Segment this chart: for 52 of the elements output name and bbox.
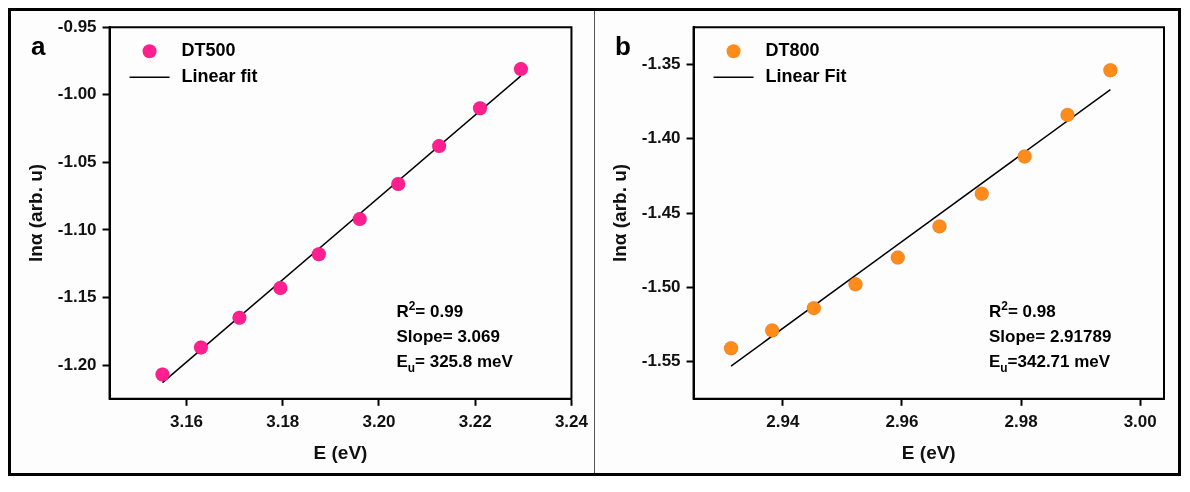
annotation: Slope= 3.069	[396, 326, 500, 346]
x-tick-label: 3.22	[458, 411, 492, 431]
legend-label: Linear Fit	[765, 66, 847, 87]
point	[974, 186, 990, 201]
y-tick-label: -1.05	[57, 152, 97, 172]
x-tick-label: 3.16	[169, 411, 204, 431]
y-tick-label: -1.15	[57, 287, 97, 307]
y-tick-label: -1.55	[641, 351, 681, 371]
x-axis-title: E (eV)	[901, 441, 956, 463]
y-tick-label: -1.50	[641, 277, 681, 297]
y-axis-title: lnα (arb. u)	[24, 163, 46, 263]
y-axis-title: lnα (arb. u)	[608, 163, 630, 263]
point	[155, 367, 170, 382]
chart-title: b	[615, 31, 631, 62]
point	[848, 277, 863, 292]
point	[890, 250, 906, 265]
point	[723, 341, 739, 356]
y-tick-label: -1.20	[57, 354, 97, 374]
x-tick-label: 3.24	[554, 411, 589, 431]
legend-label: Linear fit	[181, 66, 258, 87]
point	[390, 176, 406, 192]
x-tick-label: 3.00	[1123, 411, 1157, 431]
point	[472, 101, 488, 116]
x-tick-label: 3.20	[362, 411, 396, 431]
y-tick-label: -1.35	[641, 54, 681, 74]
point	[764, 323, 780, 338]
point	[352, 211, 367, 227]
legend-label: DT500	[181, 40, 236, 61]
annotation: Slope= 2.91789	[989, 326, 1112, 346]
point	[193, 340, 209, 355]
point	[932, 219, 947, 234]
point	[806, 300, 822, 316]
legend-label: DT800	[765, 40, 820, 61]
point	[1060, 107, 1075, 123]
point	[1103, 63, 1118, 78]
point	[273, 280, 288, 296]
chart-title: a	[31, 31, 46, 62]
x-axis-title: E (eV)	[313, 441, 368, 463]
point	[311, 246, 327, 262]
point	[431, 138, 447, 154]
point	[1017, 149, 1032, 164]
point	[232, 310, 247, 325]
point	[513, 61, 529, 77]
y-tick-label: -1.40	[641, 128, 681, 148]
y-tick-label: -1.00	[57, 84, 97, 104]
y-tick-label: -1.10	[57, 219, 97, 239]
x-tick-label: 3.18	[266, 411, 300, 431]
y-tick-label: -0.95	[57, 16, 97, 36]
y-tick-label: -1.45	[641, 202, 681, 222]
x-tick-label: 2.98	[1004, 411, 1038, 431]
x-tick-label: 2.96	[885, 411, 919, 431]
x-tick-label: 2.94	[766, 411, 800, 431]
